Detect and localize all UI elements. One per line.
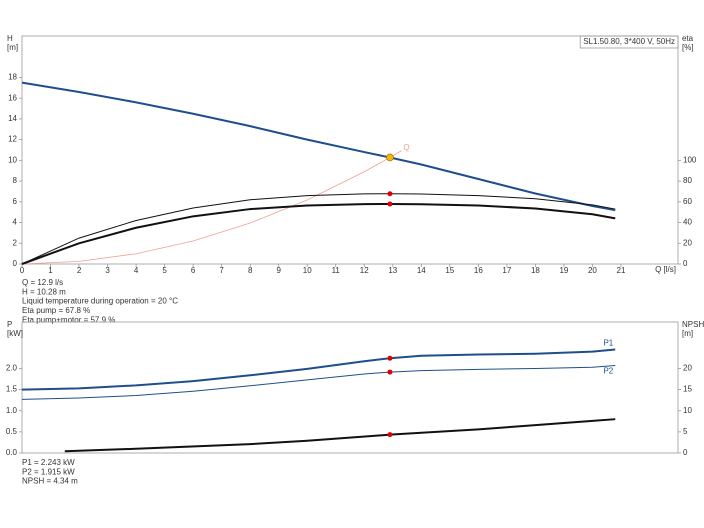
plot-frame	[21, 35, 679, 265]
y2-axis-unit: [%]	[682, 43, 694, 52]
legend-box-text: SL1.50.80, 3*400 V, 50Hz	[583, 37, 675, 46]
y-axis-label: P	[7, 320, 12, 329]
plot-frame	[21, 321, 679, 454]
duty-point	[387, 432, 393, 438]
curve	[64, 418, 616, 453]
x-tick-label: 11	[332, 266, 341, 275]
curve	[21, 202, 616, 265]
x-tick-label: 0	[20, 266, 25, 275]
info-line: Liquid temperature during operation = 20…	[22, 297, 178, 306]
y-tick-label: 4	[13, 218, 18, 227]
y-tick-label: 18	[8, 73, 17, 82]
info-line: Eta pump+motor = 57.9 %	[22, 315, 115, 324]
duty-point	[387, 355, 393, 361]
y2-tick-label: 80	[683, 176, 692, 185]
info-line: P1 = 2.243 kW	[22, 458, 75, 467]
x-tick-label: 20	[588, 266, 597, 275]
y-tick-label: 8	[13, 176, 18, 185]
x-tick-label: 21	[617, 266, 626, 275]
x-tick-label: 10	[303, 266, 312, 275]
y-tick-label: 14	[8, 114, 17, 123]
curve	[21, 365, 616, 400]
y-tick-label: 0.0	[6, 448, 18, 457]
y2-tick-label: 0	[683, 448, 688, 457]
x-tick-label: 16	[474, 266, 483, 275]
x-tick-label: 14	[417, 266, 426, 275]
info-line: Q = 12.9 l/s	[22, 278, 63, 287]
y2-tick-label: 10	[683, 406, 692, 415]
duty-point	[386, 153, 394, 162]
curve	[21, 150, 402, 265]
x-axis-label: Q [l/s]	[655, 265, 676, 274]
y-tick-label: 2.0	[6, 364, 18, 373]
curve	[21, 81, 616, 212]
series-label: P2	[603, 367, 613, 376]
y-axis-unit: [kW]	[7, 329, 23, 338]
y-tick-label: 6	[13, 197, 18, 206]
y-tick-label: 16	[8, 93, 17, 102]
y-tick-label: 12	[8, 135, 17, 144]
x-tick-label: 1	[48, 266, 53, 275]
curve	[21, 348, 616, 391]
info-line: Eta pump = 67.8 %	[22, 306, 90, 315]
x-tick-label: 7	[219, 266, 224, 275]
x-tick-label: 3	[105, 266, 110, 275]
y-tick-label: 1.0	[6, 406, 18, 415]
y2-tick-label: 15	[683, 385, 692, 394]
legend-box	[579, 35, 679, 49]
y-tick-label: 10	[8, 155, 17, 164]
series-label: Q	[403, 143, 409, 152]
y-axis-label: H	[7, 34, 13, 43]
x-tick-label: 19	[559, 266, 568, 275]
y2-tick-label: 20	[683, 364, 692, 373]
x-tick-label: 6	[191, 266, 196, 275]
info-line: P2 = 1.915 kW	[22, 467, 75, 476]
x-tick-label: 8	[248, 266, 253, 275]
y-tick-label: 0	[13, 259, 18, 268]
x-tick-label: 17	[502, 266, 511, 275]
y2-tick-label: 0	[683, 259, 688, 268]
info-line: H = 10.28 m	[22, 287, 66, 296]
y2-axis-unit: [m]	[682, 329, 693, 338]
y2-tick-label: 60	[683, 197, 692, 206]
y-tick-label: 1.5	[6, 385, 18, 394]
y2-tick-label: 20	[683, 238, 692, 247]
x-tick-label: 9	[276, 266, 281, 275]
y2-axis-label: NPSH	[682, 320, 704, 329]
y-tick-label: 0.5	[6, 427, 18, 436]
x-tick-label: 5	[162, 266, 167, 275]
y-tick-label: 2	[13, 238, 18, 247]
x-tick-label: 12	[360, 266, 369, 275]
y2-tick-label: 5	[683, 427, 688, 436]
curve	[21, 193, 616, 265]
x-tick-label: 13	[388, 266, 397, 275]
y2-tick-label: 100	[683, 155, 697, 164]
y-axis-unit: [m]	[7, 43, 18, 52]
x-tick-label: 4	[134, 266, 139, 275]
duty-point	[387, 201, 393, 207]
duty-point	[387, 369, 393, 375]
x-tick-label: 15	[445, 266, 454, 275]
x-tick-label: 18	[531, 266, 540, 275]
y2-tick-label: 40	[683, 218, 692, 227]
info-line: NPSH = 4.34 m	[22, 477, 78, 486]
y2-axis-label: eta	[682, 34, 694, 43]
x-tick-label: 2	[77, 266, 82, 275]
duty-point	[387, 191, 393, 197]
series-label: P1	[603, 339, 613, 348]
